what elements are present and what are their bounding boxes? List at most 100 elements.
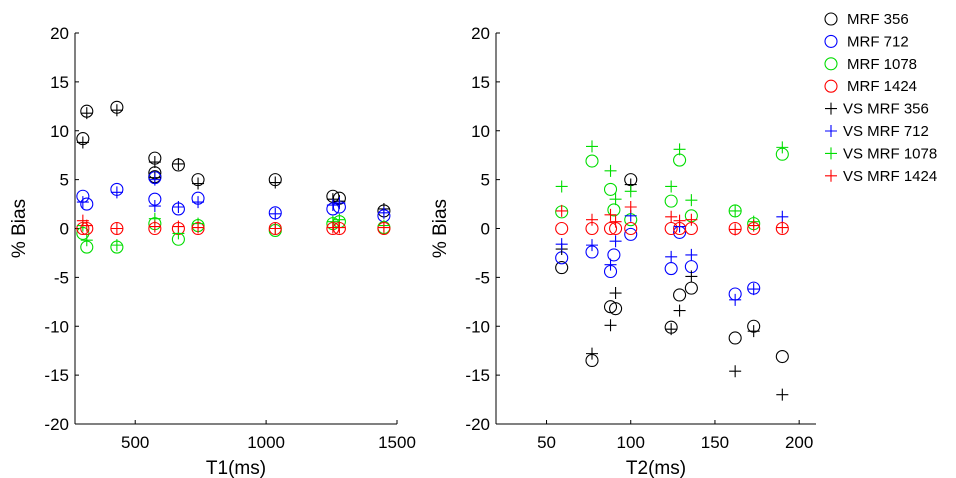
data-point-plus xyxy=(673,143,686,156)
y-tick-label: -10 xyxy=(44,317,69,336)
series-mrf-712 xyxy=(555,225,761,301)
data-point-plus xyxy=(377,206,390,219)
data-point-circle xyxy=(775,350,789,364)
plot-area xyxy=(75,33,397,424)
data-point-circle xyxy=(603,221,618,236)
legend-label: MRF 712 xyxy=(847,33,909,50)
data-point-plus xyxy=(729,365,742,378)
data-point-circle xyxy=(664,194,678,208)
y-tick-label: -15 xyxy=(465,366,490,385)
data-point-plus xyxy=(80,107,93,120)
data-point-plus xyxy=(747,283,760,296)
data-point-plus xyxy=(729,293,742,306)
data-point-plus xyxy=(110,186,123,199)
plot-panel-1: -20 -15 -10 -5 0 5 10 15 20 500 1000 1500 T1(ms) % Bi… xyxy=(9,24,416,478)
data-point-plus xyxy=(192,196,205,209)
data-point-circle xyxy=(555,261,569,275)
data-point-circle xyxy=(624,221,638,236)
y-tick-label: 20 xyxy=(471,24,490,43)
data-point-plus xyxy=(747,325,760,338)
legend-label: VS MRF 356 xyxy=(843,101,929,118)
data-point-plus xyxy=(148,173,161,186)
data-point-plus xyxy=(269,222,282,235)
legend-label: MRF 1424 xyxy=(847,78,917,95)
data-point-plus xyxy=(555,238,568,251)
data-point-circle xyxy=(673,288,687,302)
series-vs-mrf-1424 xyxy=(555,200,789,236)
data-point-plus xyxy=(776,221,789,234)
legend-label: VS MRF 1424 xyxy=(843,168,937,185)
y-axis-label: % Bias xyxy=(430,199,451,258)
data-point-plus xyxy=(665,250,678,263)
data-point-plus xyxy=(604,164,617,177)
data-point-plus xyxy=(624,185,637,198)
data-point-plus xyxy=(685,270,698,283)
y-tick-label: -5 xyxy=(475,268,490,287)
y-tick-label: 20 xyxy=(50,24,69,43)
data-point-circle xyxy=(728,331,742,345)
data-point-plus xyxy=(776,141,789,154)
legend-marker-plus xyxy=(825,147,837,160)
data-point-plus xyxy=(747,219,760,232)
data-point-plus xyxy=(685,194,698,207)
data-point-plus xyxy=(148,156,161,169)
data-point-plus xyxy=(665,180,678,193)
y-tick-label: 5 xyxy=(481,171,490,190)
y-tick-label: -15 xyxy=(44,366,69,385)
data-point-plus xyxy=(609,215,622,228)
legend-label: MRF 356 xyxy=(847,11,909,28)
data-point-plus xyxy=(685,213,698,226)
legend-marker-plus xyxy=(825,125,837,137)
data-point-plus xyxy=(673,304,686,317)
data-point-plus xyxy=(333,197,346,210)
legend-label: VS MRF 1078 xyxy=(843,145,937,162)
data-point-plus xyxy=(609,193,622,206)
data-point-plus xyxy=(685,248,698,261)
data-point-plus xyxy=(555,180,568,193)
data-point-plus xyxy=(80,234,93,247)
legend-marker-plus xyxy=(825,102,837,115)
y-tick-label: 15 xyxy=(50,73,69,92)
data-point-circle xyxy=(607,203,621,217)
y-tick-label: 10 xyxy=(471,122,490,141)
data-point-plus xyxy=(110,239,123,252)
data-point-plus xyxy=(172,200,185,213)
legend-marker-circle xyxy=(824,79,838,93)
data-point-circle xyxy=(624,227,638,241)
x-tick-label: 1500 xyxy=(378,433,416,452)
data-point-plus xyxy=(192,177,205,190)
data-point-circle xyxy=(603,182,618,196)
series-vs-mrf-356 xyxy=(555,178,789,401)
legend-label: MRF 1078 xyxy=(847,56,917,73)
data-point-plus xyxy=(586,140,598,153)
legend-marker-circle xyxy=(824,34,838,48)
legend-marker-circle xyxy=(824,57,838,71)
y-tick-label: 15 xyxy=(471,73,490,92)
data-point-plus xyxy=(172,157,185,170)
y-axis-label: % Bias xyxy=(9,199,30,258)
data-point-plus xyxy=(604,319,617,332)
y-tick-label: -20 xyxy=(465,415,490,434)
y-tick-label: -10 xyxy=(465,317,490,336)
data-point-plus xyxy=(665,323,678,336)
data-point-plus xyxy=(673,214,686,227)
data-point-plus xyxy=(609,235,622,248)
data-point-plus xyxy=(192,221,205,234)
data-point-plus xyxy=(110,104,123,117)
data-point-plus xyxy=(586,239,598,252)
data-point-plus xyxy=(586,347,598,360)
data-point-plus xyxy=(76,136,89,149)
y-tick-label: 0 xyxy=(481,220,490,239)
legend-marker-circle xyxy=(824,12,838,26)
data-point-circle xyxy=(585,154,599,168)
x-tick-label: 150 xyxy=(701,433,729,452)
legend-marker-plus xyxy=(825,169,837,182)
series-vs-mrf-712 xyxy=(76,173,390,220)
series-vs-mrf-1078 xyxy=(555,140,789,228)
y-tick-label: 5 xyxy=(60,171,69,190)
series-vs-mrf-1424 xyxy=(76,214,390,235)
data-point-circle xyxy=(555,221,569,236)
data-point-plus xyxy=(333,221,346,234)
data-point-plus xyxy=(604,258,617,271)
